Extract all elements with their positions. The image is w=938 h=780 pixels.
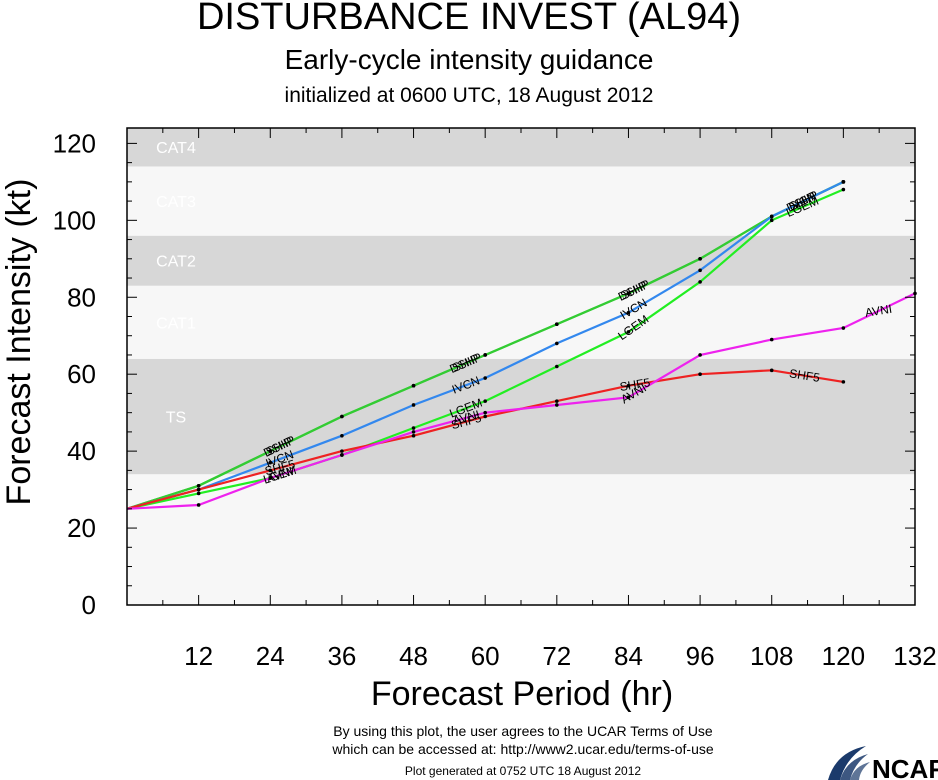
band-label-cat2: CAT2 xyxy=(156,254,196,271)
series-point-shf5 xyxy=(411,433,416,438)
series-point-lgem xyxy=(769,218,774,223)
series-point-shf5 xyxy=(626,383,631,388)
band-label-cat1: CAT1 xyxy=(156,315,196,332)
x-tick-labels: 12 24 36 48 60 72 84 96 108 120 132 xyxy=(184,641,937,671)
model-labels: DSHPDSHPDSHPDSHPSHIPSHIPSHIPSHIPIVCNIVCN… xyxy=(261,188,893,487)
x-tick-label: 12 xyxy=(184,641,213,671)
series-point-ivcn xyxy=(698,268,702,273)
x-tick-label: 24 xyxy=(256,641,285,671)
axis-ticks xyxy=(127,128,915,605)
x-axis-label: Forecast Period (hr) xyxy=(371,675,673,713)
terms-of-use-line-2: which can be accessed at: http://www2.uc… xyxy=(332,741,714,757)
y-tick-label: 120 xyxy=(53,128,96,158)
chart-subtitle: Early-cycle intensity guidance xyxy=(284,44,654,75)
series-point-ship xyxy=(698,256,702,261)
band-below-ts xyxy=(127,474,915,605)
series-point-avni xyxy=(340,453,344,457)
series-point-ivcn xyxy=(555,341,559,346)
series-label-avni: AVNI xyxy=(864,302,893,320)
series-point-shf5 xyxy=(196,487,201,492)
intensity-category-bands xyxy=(127,128,915,605)
ncar-logo: NCAR xyxy=(828,746,938,780)
series-point-shf5 xyxy=(340,449,344,453)
series-point-shf5 xyxy=(483,414,487,419)
series-point-ship xyxy=(196,483,201,488)
y-tick-label: 80 xyxy=(67,282,96,312)
series-point-ivcn xyxy=(268,460,273,465)
series-label-avni: AVNI xyxy=(451,407,481,428)
y-tick-label: 40 xyxy=(67,436,96,466)
series-point-lgem xyxy=(626,330,631,334)
series-point-avni xyxy=(555,403,559,407)
model-points xyxy=(196,180,917,507)
series-point-ship xyxy=(483,353,487,357)
category-labels: TS CAT1 CAT2 CAT3 CAT4 xyxy=(156,140,196,426)
series-point-avni xyxy=(626,395,631,400)
plot-generated-time: Plot generated at 0752 UTC 18 August 201… xyxy=(404,764,642,778)
svg-text:NCAR: NCAR xyxy=(872,754,938,780)
series-point-ivcn xyxy=(411,403,416,407)
series-point-shf5 xyxy=(841,380,846,384)
series-point-lgem xyxy=(698,280,702,284)
series-point-ship xyxy=(268,449,273,453)
x-tick-label: 60 xyxy=(471,641,500,671)
series-point-ship xyxy=(411,383,416,388)
series-label-shf5: SHF5 xyxy=(788,366,821,385)
series-label-shf5: SHF5 xyxy=(619,375,652,394)
series-point-ivcn xyxy=(340,433,344,438)
series-point-shf5 xyxy=(769,368,774,373)
y-tick-label: 0 xyxy=(82,590,96,620)
y-tick-label: 60 xyxy=(67,359,96,389)
series-point-avni xyxy=(483,410,487,415)
band-cat2 xyxy=(127,235,915,286)
x-tick-label: 132 xyxy=(893,641,936,671)
terms-of-use-line-1: By using this plot, the user agrees to t… xyxy=(333,723,713,739)
series-point-avni xyxy=(411,430,416,434)
x-tick-label: 48 xyxy=(399,641,428,671)
y-tick-labels: 0 20 40 60 80 100 120 xyxy=(53,128,96,620)
band-cat4 xyxy=(127,128,915,167)
y-tick-label: 100 xyxy=(53,205,96,235)
band-ts xyxy=(127,358,915,475)
series-point-ivcn xyxy=(841,180,846,184)
series-point-lgem xyxy=(483,399,487,403)
series-point-shf5 xyxy=(698,372,702,376)
series-point-ivcn xyxy=(483,376,487,380)
series-point-lgem xyxy=(555,364,559,369)
x-tick-label: 84 xyxy=(614,641,643,671)
series-point-avni xyxy=(769,337,774,342)
series-point-avni xyxy=(196,503,201,507)
band-cat1 xyxy=(127,285,915,359)
x-tick-label: 120 xyxy=(822,641,865,671)
series-point-avni xyxy=(841,326,846,330)
x-tick-label: 96 xyxy=(686,641,715,671)
band-label-cat4: CAT4 xyxy=(156,140,196,157)
series-point-avni xyxy=(698,353,702,357)
series-point-lgem xyxy=(841,187,846,192)
initialization-time: initialized at 0600 UTC, 18 August 2012 xyxy=(284,84,654,107)
chart-title: DISTURBANCE INVEST (AL94) xyxy=(196,0,742,38)
series-point-shf5 xyxy=(555,399,559,403)
series-point-shf5 xyxy=(268,468,273,473)
series-point-lgem xyxy=(196,491,201,496)
series-point-ship xyxy=(340,414,344,419)
series-point-ship xyxy=(626,291,631,296)
y-tick-label: 20 xyxy=(67,513,96,543)
series-point-avni xyxy=(268,476,273,480)
band-label-cat3: CAT3 xyxy=(156,194,196,211)
series-point-ivcn xyxy=(626,310,631,315)
x-tick-label: 72 xyxy=(542,641,571,671)
band-label-ts: TS xyxy=(166,410,186,427)
series-line-avni xyxy=(126,292,916,510)
band-cat3 xyxy=(127,166,915,236)
series-point-lgem xyxy=(411,426,416,430)
series-point-ship xyxy=(555,322,559,326)
series-point-ivcn xyxy=(769,214,774,219)
y-axis-label: Forecast Intensity (kt) xyxy=(0,179,38,506)
x-tick-label: 108 xyxy=(750,641,793,671)
x-tick-label: 36 xyxy=(327,641,356,671)
